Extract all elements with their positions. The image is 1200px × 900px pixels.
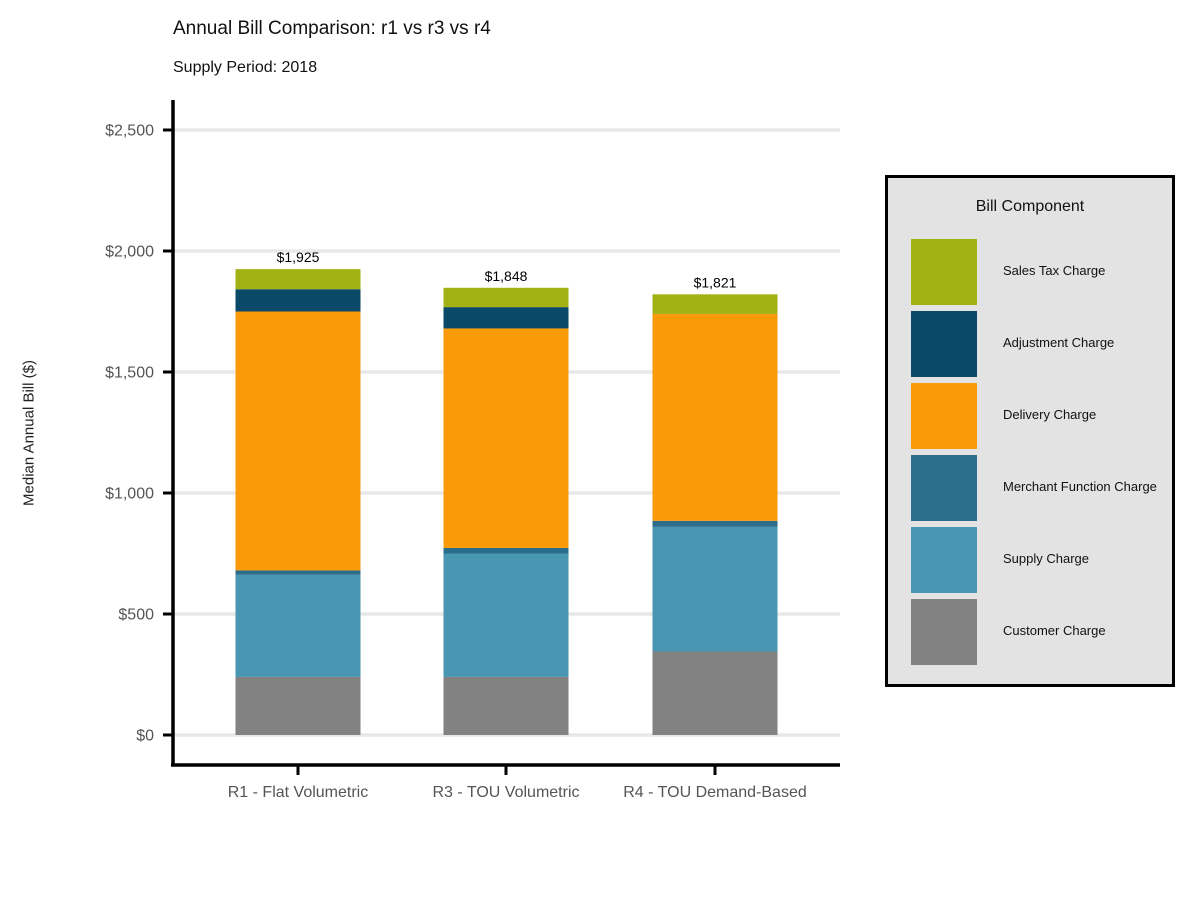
axes: $0 $500 $1,000 $1,500 $2,000 $2,500 R1 - Flat … — [105, 100, 840, 801]
x-tick-label: R3 - TOU Volumetric — [432, 784, 579, 801]
legend-item: Adjustment Charge — [911, 311, 1171, 377]
bar-segment-sales-tax-charge — [235, 269, 361, 290]
legend-item: Sales Tax Charge — [911, 239, 1171, 305]
bar-segment-supply-charge — [235, 574, 361, 677]
legend-swatch — [911, 599, 977, 665]
legend-label: Sales Tax Charge — [1003, 263, 1106, 278]
bar-segment-delivery-charge — [235, 311, 361, 571]
bar-segment-merchant-function-charge — [443, 547, 569, 554]
bar-segment-customer-charge — [652, 651, 778, 735]
y-tick-label: $0 — [136, 728, 154, 745]
legend-item: Delivery Charge — [911, 383, 1171, 449]
bar-segment-merchant-function-charge — [652, 520, 778, 527]
bar-segment-supply-charge — [652, 526, 778, 652]
bar-total-label: $1,821 — [694, 274, 737, 290]
legend-label: Adjustment Charge — [1003, 335, 1115, 350]
y-tick-label: $1,500 — [105, 365, 154, 382]
legend-swatch — [911, 455, 977, 521]
bar-segment-merchant-function-charge — [235, 570, 361, 575]
legend-label: Delivery Charge — [1003, 407, 1097, 422]
y-tick-label: $2,000 — [105, 244, 154, 261]
bar-segment-supply-charge — [443, 553, 569, 677]
bar-segment-delivery-charge — [443, 328, 569, 548]
legend-item: Customer Charge — [911, 599, 1171, 665]
legend-swatch — [911, 311, 977, 377]
bar-stacks: $1,925 $1,848 $1,821 — [235, 249, 778, 735]
chart-title: Annual Bill Comparison: r1 vs r3 vs r4 — [173, 18, 491, 39]
bar-total-label: $1,848 — [485, 268, 528, 284]
legend-item: Merchant Function Charge — [911, 455, 1171, 521]
legend-item: Supply Charge — [911, 527, 1171, 593]
bar-segment-sales-tax-charge — [443, 287, 569, 308]
bar-segment-customer-charge — [235, 676, 361, 735]
legend-label: Supply Charge — [1003, 551, 1089, 566]
legend-label: Customer Charge — [1003, 623, 1106, 638]
x-tick-label: R1 - Flat Volumetric — [228, 784, 368, 801]
x-tick-label: R4 - TOU Demand-Based — [623, 784, 806, 801]
bar-segment-adjustment-charge — [443, 307, 569, 329]
bar-segment-sales-tax-charge — [652, 294, 778, 314]
legend-swatch — [911, 383, 977, 449]
bar-segment-adjustment-charge — [235, 289, 361, 312]
y-tick-label: $1,000 — [105, 486, 154, 503]
y-tick-label: $2,500 — [105, 123, 154, 140]
bar-segment-customer-charge — [443, 676, 569, 735]
bar-segment-delivery-charge — [652, 313, 778, 521]
legend-swatch — [911, 527, 977, 593]
chart-subtitle: Supply Period: 2018 — [173, 59, 318, 76]
legend: Bill Component Sales Tax Charge Adjustmen… — [885, 175, 1175, 687]
y-tick-label: $500 — [118, 607, 154, 624]
legend-title: Bill Component — [975, 198, 1085, 215]
legend-label: Merchant Function Charge — [1003, 479, 1157, 494]
legend-swatch — [911, 239, 977, 305]
bar-total-label: $1,925 — [277, 249, 320, 265]
